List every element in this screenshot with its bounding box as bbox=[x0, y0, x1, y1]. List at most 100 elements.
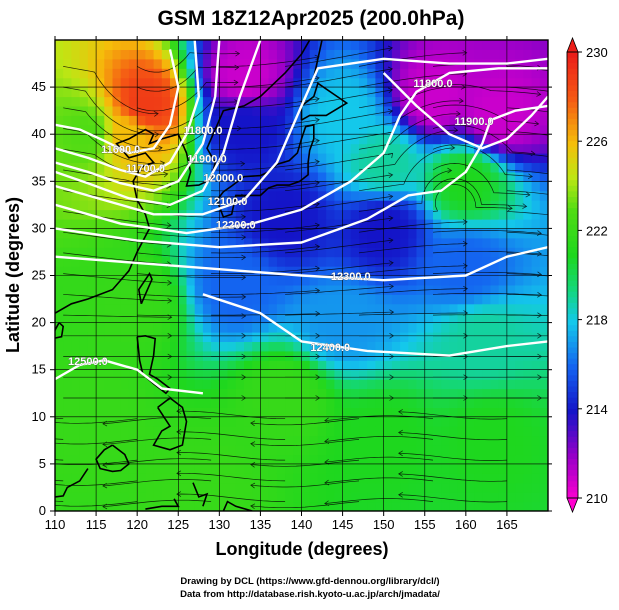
heatmap-cell bbox=[375, 181, 385, 192]
heatmap-cell bbox=[145, 256, 155, 267]
streamline bbox=[250, 480, 360, 488]
heatmap-cell bbox=[202, 303, 212, 314]
heatmap-cell bbox=[252, 58, 261, 69]
streamline bbox=[176, 410, 286, 420]
heatmap-cell bbox=[474, 454, 483, 465]
heatmap-cell bbox=[202, 200, 212, 211]
heatmap-cell bbox=[350, 482, 360, 493]
colorbar-segment bbox=[567, 169, 578, 176]
heatmap-cell bbox=[219, 313, 229, 324]
heatmap-cell bbox=[170, 266, 179, 277]
heatmap-cell bbox=[260, 379, 270, 390]
heatmap-cell bbox=[490, 322, 500, 333]
heatmap-cell bbox=[235, 181, 245, 192]
heatmap-cell bbox=[474, 68, 483, 79]
heatmap-cell bbox=[252, 153, 261, 163]
heatmap-cell bbox=[79, 369, 89, 380]
heatmap-cell bbox=[359, 266, 368, 277]
heatmap-cell bbox=[441, 77, 450, 88]
heatmap-cell bbox=[268, 501, 278, 511]
wind-arrow bbox=[530, 150, 536, 157]
heatmap-cell bbox=[153, 416, 163, 427]
heatmap-cell bbox=[194, 284, 204, 295]
contour-line bbox=[55, 246, 548, 282]
heatmap-cell bbox=[87, 58, 97, 69]
heatmap-cell bbox=[441, 369, 450, 380]
heatmap-cell bbox=[112, 332, 122, 342]
heatmap-cell bbox=[523, 445, 533, 456]
heatmap-cell bbox=[186, 153, 196, 163]
heatmap-cell bbox=[244, 369, 253, 380]
wind-arrow bbox=[167, 297, 173, 304]
heatmap-cell bbox=[400, 350, 409, 361]
heatmap-cell bbox=[334, 332, 344, 342]
colorbar-segment bbox=[567, 341, 578, 349]
streamline bbox=[398, 452, 507, 461]
heatmap-cell bbox=[465, 40, 475, 50]
heatmap-cell bbox=[244, 115, 253, 126]
colorbar-segment bbox=[567, 314, 578, 321]
heatmap-cell bbox=[137, 87, 146, 98]
heatmap-cell bbox=[145, 266, 155, 277]
heatmap-cell bbox=[112, 171, 122, 182]
heatmap-cell bbox=[186, 284, 196, 295]
heatmap-cell bbox=[120, 228, 130, 239]
heatmap-cell bbox=[539, 200, 548, 211]
heatmap-cell bbox=[375, 68, 385, 79]
heatmap-cell bbox=[383, 68, 393, 79]
coastline bbox=[136, 334, 172, 395]
heatmap-cell bbox=[383, 454, 393, 465]
heatmap-cell bbox=[400, 360, 409, 371]
heatmap-cell bbox=[79, 322, 89, 333]
heatmap-cell bbox=[202, 501, 212, 511]
heatmap-cell bbox=[276, 247, 286, 258]
heatmap-cell bbox=[317, 162, 327, 173]
heatmap-cell bbox=[79, 341, 89, 352]
heatmap-cell bbox=[342, 68, 352, 79]
heatmap-cell bbox=[301, 322, 311, 333]
heatmap-cell bbox=[350, 247, 360, 258]
heatmap-cell bbox=[317, 105, 327, 116]
heatmap-cell bbox=[268, 219, 278, 229]
heatmap-cell bbox=[268, 256, 278, 267]
heatmap-cell bbox=[153, 58, 163, 69]
heatmap-cell bbox=[219, 190, 229, 201]
heatmap-cell bbox=[416, 153, 426, 163]
heatmap-cell bbox=[63, 360, 72, 371]
heatmap-cell bbox=[539, 426, 548, 437]
colorbar-segment bbox=[567, 481, 578, 488]
heatmap-cell bbox=[227, 219, 237, 229]
heatmap-cell bbox=[293, 87, 303, 98]
heatmap-cell bbox=[128, 350, 138, 361]
heatmap-cell bbox=[293, 463, 303, 474]
heatmap-cell bbox=[391, 445, 401, 456]
heatmap-cell bbox=[96, 115, 105, 126]
heatmap-cell bbox=[506, 360, 516, 371]
heatmap-cell bbox=[128, 369, 138, 380]
heatmap-cell bbox=[104, 49, 114, 60]
heatmap-cell bbox=[523, 416, 533, 427]
heatmap-cell bbox=[244, 58, 253, 69]
heatmap-cell bbox=[498, 360, 508, 371]
heatmap-cell bbox=[326, 181, 335, 192]
heatmap-cell bbox=[235, 115, 245, 126]
heatmap-cell bbox=[400, 445, 409, 456]
heatmap-cell bbox=[219, 219, 229, 229]
heatmap-cell bbox=[178, 247, 188, 258]
heatmap-cell bbox=[276, 369, 286, 380]
heatmap-cell bbox=[506, 388, 516, 399]
heatmap-cell bbox=[375, 435, 385, 446]
heatmap-cell bbox=[161, 190, 171, 201]
heatmap-cell bbox=[194, 266, 204, 277]
streamline bbox=[137, 52, 240, 73]
heatmap-cell bbox=[276, 190, 286, 201]
heatmap-cell bbox=[112, 209, 122, 220]
heatmap-cell bbox=[391, 294, 401, 305]
heatmap-cell bbox=[424, 294, 434, 305]
heatmap-cell bbox=[71, 379, 81, 390]
heatmap-cell bbox=[457, 219, 467, 229]
heatmap-cell bbox=[350, 313, 360, 324]
heatmap-cell bbox=[235, 200, 245, 211]
heatmap-cell bbox=[186, 454, 196, 465]
heatmap-cell bbox=[383, 360, 393, 371]
